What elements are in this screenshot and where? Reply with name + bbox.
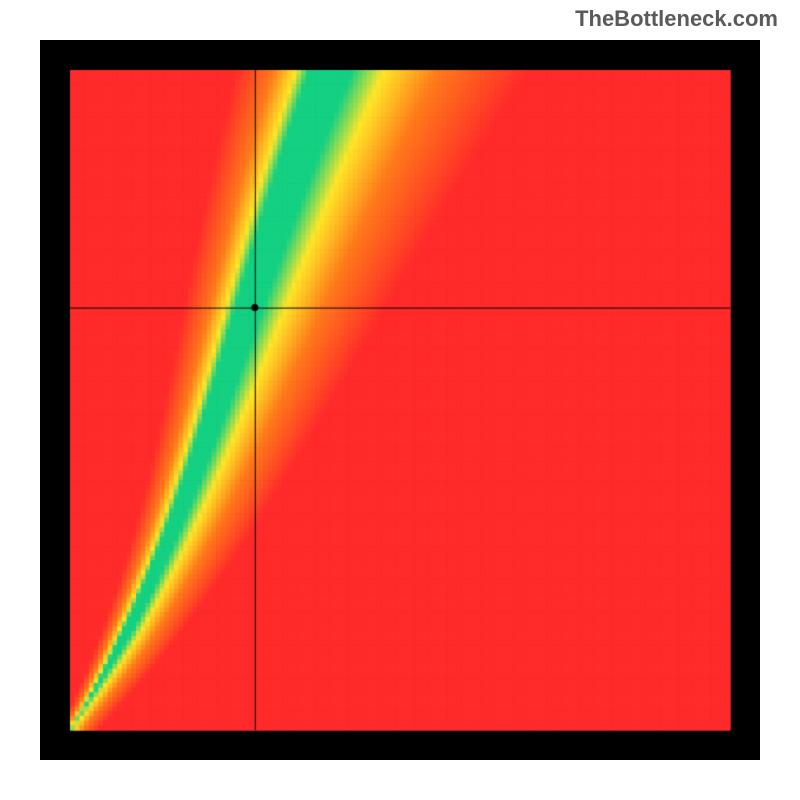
chart-container: TheBottleneck.com <box>0 0 800 800</box>
bottleneck-heatmap <box>40 40 760 760</box>
watermark-text: TheBottleneck.com <box>575 6 778 32</box>
chart-outer-frame <box>40 40 760 760</box>
